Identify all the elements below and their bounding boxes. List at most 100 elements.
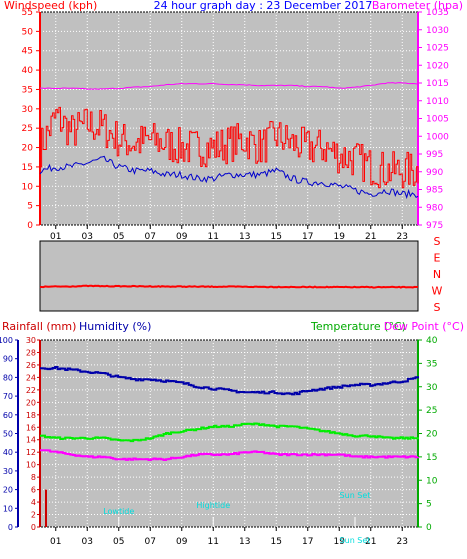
humidity-tick-label: 50 [3,430,13,439]
temperature-axis-title: Temperature (°C) [310,320,406,333]
temperature-tick-label: 15 [426,453,437,463]
wind-direction-line [39,284,419,289]
humidity-tick-label: 90 [3,355,13,364]
wind-left-tick-label: 15 [22,163,33,173]
rain-tick-label: 22 [26,386,36,395]
barometer-line [40,82,419,90]
wind-left-tick-label: 20 [22,144,34,154]
wind-x-tick-label: 19 [334,232,346,242]
rain-tick-label: 26 [26,361,36,370]
rain-tick-label: 8 [31,473,36,482]
rain-tick-label: 0 [31,523,36,532]
temperature-line [40,422,419,443]
wind-speed-line [40,106,419,189]
temperature-tick-label: 0 [426,523,432,533]
event-label: Lowtide [103,507,134,516]
weather-x-tick-label: 03 [82,537,93,547]
event-label: Hightide [196,501,230,510]
temperature-tick-label: 25 [426,406,437,416]
humidity-tick-label: 70 [3,392,13,401]
direction-label: N [433,268,441,281]
baro-right-tick-label: 995 [426,150,443,160]
weather-x-tick-label: 11 [208,537,219,547]
baro-right-tick-label: 1035 [426,8,449,18]
direction-label: E [434,252,441,265]
temperature-tick-label: 40 [426,336,438,346]
wind-plot-area [39,11,419,226]
weather-x-tick-label: 21 [365,537,376,547]
event-label: Sun Set [340,491,371,500]
rain-tick-label: 28 [26,348,36,357]
rain-tick-label: 14 [26,436,36,445]
wind-left-tick-label: 55 [22,8,33,18]
baro-right-tick-label: 1020 [426,61,449,71]
rainfall-axis-title: Rainfall (mm) [2,320,76,333]
humidity-tick-label: 20 [3,486,13,495]
direction-label: W [432,285,443,298]
humidity-tick-label: 30 [3,467,13,476]
temperature-tick-label: 35 [426,359,437,369]
wind-x-tick-label: 11 [208,232,219,242]
humidity-tick-label: 80 [3,373,13,382]
rain-tick-label: 16 [26,423,36,432]
wind-axis-title: Windspeed (kph) [4,0,97,12]
wind-left-tick-label: 50 [22,27,34,37]
baro-axis-title: Barometer (hpa) [372,0,463,12]
weather-x-tick-label: 05 [113,537,124,547]
wind-x-tick-label: 13 [239,232,250,242]
rain-tick-label: 24 [26,373,36,382]
baro-right-tick-label: 990 [426,168,443,178]
weather-x-tick-label: 01 [50,537,61,547]
rain-tick-label: 2 [31,511,36,520]
weather-x-tick-label: 13 [239,537,250,547]
baro-right-tick-label: 975 [426,221,443,231]
wind-left-tick-label: 40 [22,66,34,76]
weather-x-tick-label: 17 [302,537,313,547]
rainfall-bar [45,489,47,527]
wind-left-tick-label: 0 [27,221,33,231]
weather-plot-area [39,339,419,528]
rain-tick-label: 12 [26,448,36,457]
humidity-tick-label: 40 [3,448,13,457]
rain-tick-label: 30 [26,336,36,345]
temperature-tick-label: 10 [426,476,438,486]
direction-plot-area [39,240,419,312]
humidity-line [40,366,419,396]
humidity-tick-label: 60 [3,411,13,420]
humidity-tick-label: 100 [0,336,13,345]
wind-x-tick-label: 23 [397,232,408,242]
wind-x-tick-label: 07 [145,232,156,242]
humidity-axis-title: Humidity (%) [79,320,151,333]
temperature-tick-label: 5 [426,500,432,510]
baro-right-tick-label: 980 [426,203,443,213]
direction-label: S [434,235,441,248]
event-label: Sun Set [340,536,371,545]
wind-x-tick-label: 05 [113,232,124,242]
wind-left-tick-label: 30 [22,105,34,115]
wind-x-tick-label: 17 [302,232,313,242]
weather-x-tick-label: 15 [271,537,282,547]
weather-x-tick-label: 19 [334,537,346,547]
wind-left-tick-label: 35 [22,85,33,95]
rain-tick-label: 6 [31,486,36,495]
rain-tick-label: 18 [26,411,36,420]
baro-right-tick-label: 1025 [426,44,449,54]
rain-tick-label: 20 [26,398,36,407]
dew-point-line [40,449,419,461]
temperature-tick-label: 20 [426,430,438,440]
wind-average-line [39,155,419,200]
wind-left-tick-label: 10 [22,182,34,192]
baro-right-tick-label: 1010 [426,97,449,107]
rain-tick-label: 10 [26,461,36,470]
graph-title: 24 hour graph day : 23 December 2017 [154,0,373,12]
wind-x-tick-label: 01 [50,232,61,242]
wind-x-tick-label: 15 [271,232,282,242]
baro-right-tick-label: 1005 [426,115,449,125]
weather-x-tick-label: 09 [176,537,188,547]
dew-point-axis-title: Dew Point (°C) [384,320,464,333]
baro-right-tick-label: 1000 [426,132,449,142]
temperature-tick-label: 30 [426,383,438,393]
wind-x-tick-label: 09 [176,232,188,242]
